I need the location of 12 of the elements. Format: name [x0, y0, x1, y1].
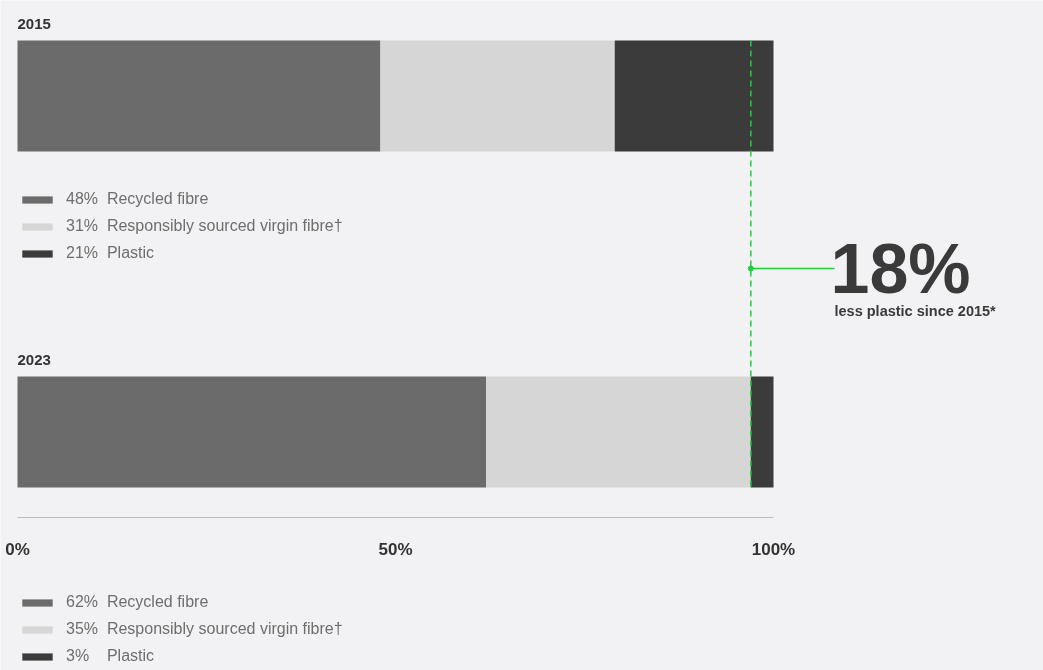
- x-tick-label: 50%: [378, 539, 413, 559]
- legend-label: 31% Responsibly sourced virgin fibre†: [66, 217, 343, 235]
- legend-label: 48% Recycled fibre: [66, 190, 209, 208]
- text: less plastic since 2015*: [834, 302, 997, 319]
- legend-label: 62% Recycled fibre: [66, 593, 209, 611]
- y-tick-label: 2015: [17, 14, 51, 32]
- y-tick-label: 2023: [17, 350, 51, 368]
- legend-label: 21% Plastic: [66, 244, 155, 262]
- legend-label: 35% Responsibly sourced virgin fibre†: [66, 620, 343, 638]
- legend-label: 3% Plastic: [66, 647, 155, 665]
- x-tick-label: 100%: [751, 539, 796, 559]
- x-tick-label: 0%: [5, 539, 30, 559]
